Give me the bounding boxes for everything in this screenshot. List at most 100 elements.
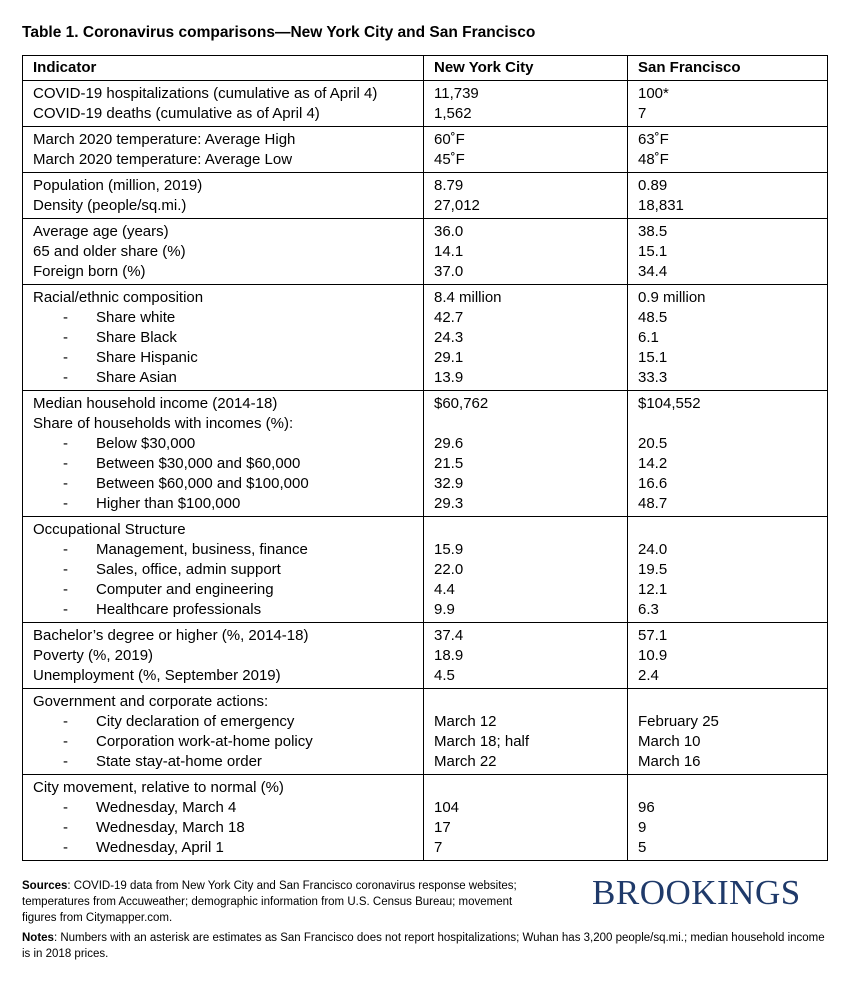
cell-line: - Wednesday, April 1: [33, 838, 413, 858]
cell-line: COVID-19 deaths (cumulative as of April …: [33, 104, 413, 124]
cell-value: 15.1: [638, 349, 668, 366]
cell-value: 7: [434, 839, 443, 856]
cell-line: 100*: [638, 84, 817, 104]
cell-line: 24.3: [434, 328, 617, 348]
cell-value: 29.6: [434, 435, 464, 452]
cell-line: 29.3: [434, 494, 617, 514]
cell-value: 36.0: [434, 223, 464, 240]
cell-line: Foreign born (%): [33, 262, 413, 282]
cell-value: 16.6: [638, 475, 668, 492]
indicator-label: Density (people/sq.mi.): [33, 197, 187, 214]
cell-line: Poverty (%, 2019): [33, 646, 413, 666]
indicator-label: Government and corporate actions:: [33, 693, 269, 710]
cell-line: 63˚F: [638, 130, 817, 150]
cell: 8.4 million 42.7 24.3 29.1 13.9: [423, 284, 628, 391]
cell-value: 21.5: [434, 455, 464, 472]
cell-line: 33.3: [638, 368, 817, 388]
bullet-dash: -: [63, 329, 68, 346]
cell-value: 12.1: [638, 581, 668, 598]
cell-value: 33.3: [638, 369, 668, 386]
bullet-dash: -: [63, 309, 68, 326]
cell-value: $104,552: [638, 395, 701, 412]
indicator-label: COVID-19 hospitalizations (cumulative as…: [33, 85, 378, 102]
cell-value: 38.5: [638, 223, 668, 240]
indicator-label: Below $30,000: [96, 435, 196, 452]
cell: $60,762 29.6 21.5 32.9 29.3: [423, 390, 628, 517]
indicator-label: Share Hispanic: [96, 349, 198, 366]
column-header: New York City: [423, 55, 628, 81]
cell-value: 15.9: [434, 541, 464, 558]
cell-value: 29.1: [434, 349, 464, 366]
cell-line: 8.4 million: [434, 288, 617, 308]
footer: Sources: COVID-19 data from New York Cit…: [22, 878, 828, 962]
cell-line: 48.7: [638, 494, 817, 514]
indicator-label: Median household income (2014-18): [33, 395, 278, 412]
cell-line: 9: [638, 818, 817, 838]
cell-value: 6.1: [638, 329, 659, 346]
cell-line: - Below $30,000: [33, 434, 413, 454]
cell-line: 48.5: [638, 308, 817, 328]
cell-line: - Wednesday, March 4: [33, 798, 413, 818]
cell-line: March 16: [638, 752, 817, 772]
bullet-dash: -: [63, 839, 68, 856]
cell-value: March 10: [638, 733, 701, 750]
cell-line: 2.4: [638, 666, 817, 686]
indicator-label: Racial/ethnic composition: [33, 289, 204, 306]
cell-line: 18.9: [434, 646, 617, 666]
bullet-dash: -: [63, 799, 68, 816]
cell-line: 38.5: [638, 222, 817, 242]
cell-value: 17: [434, 819, 451, 836]
cell-line: March 10: [638, 732, 817, 752]
cell-line: 34.4: [638, 262, 817, 282]
bullet-dash: -: [63, 819, 68, 836]
cell-line: 104: [434, 798, 617, 818]
indicator-label: 65 and older share (%): [33, 243, 186, 260]
cell-line: Median household income (2014-18): [33, 394, 413, 414]
notes-label: Notes: [22, 932, 54, 944]
indicator-label: March 2020 temperature: Average Low: [33, 151, 293, 168]
cell: March 12 March 18; half March 22: [423, 688, 628, 775]
cell-value: 15.1: [638, 243, 668, 260]
cell-line: 37.0: [434, 262, 617, 282]
cell-line: COVID-19 hospitalizations (cumulative as…: [33, 84, 413, 104]
cell-line: - Share white: [33, 308, 413, 328]
row-group: Racial/ethnic composition - Share white - Sh…: [22, 284, 828, 391]
cell-line: 4.5: [434, 666, 617, 686]
cell: 100* 7: [627, 80, 828, 127]
cell-value: 0.9 million: [638, 289, 706, 306]
cell-value: 37.4: [434, 627, 464, 644]
cell-line: 21.5: [434, 454, 617, 474]
bullet-dash: -: [63, 753, 68, 770]
cell-line: [434, 520, 617, 540]
cell: 57.1 10.9 2.4: [627, 622, 828, 689]
cell-line: - Higher than $100,000: [33, 494, 413, 514]
cell-line: 5: [638, 838, 817, 858]
cell-value: 63˚F: [638, 131, 669, 148]
row-group: Average age (years) 65 and older share (%…: [22, 218, 828, 285]
cell: $104,552 20.5 14.2 16.6 48.7: [627, 390, 828, 517]
cell-line: 18,831: [638, 196, 817, 216]
cell: 24.0 19.5 12.1 6.3: [627, 516, 828, 623]
cell-line: Unemployment (%, September 2019): [33, 666, 413, 686]
cell-line: 7: [434, 838, 617, 858]
cell-line: March 22: [434, 752, 617, 772]
cell-line: City movement, relative to normal (%): [33, 778, 413, 798]
column-header: San Francisco: [627, 55, 828, 81]
cell-line: 6.1: [638, 328, 817, 348]
cell-line: February 25: [638, 712, 817, 732]
row-group: COVID-19 hospitalizations (cumulative as…: [22, 80, 828, 127]
cell-value: 45˚F: [434, 151, 465, 168]
cell-line: 65 and older share (%): [33, 242, 413, 262]
bullet-dash: -: [63, 349, 68, 366]
bullet-dash: -: [63, 733, 68, 750]
cell: 36.0 14.1 37.0: [423, 218, 628, 285]
cell-line: [434, 778, 617, 798]
cell-value: 27,012: [434, 197, 480, 214]
cell: 37.4 18.9 4.5: [423, 622, 628, 689]
bullet-dash: -: [63, 601, 68, 618]
cell: Bachelor’s degree or higher (%, 2014-18)…: [22, 622, 424, 689]
cell-line: 22.0: [434, 560, 617, 580]
cell-value: 1,562: [434, 105, 472, 122]
cell-value: 5: [638, 839, 647, 856]
cell: Average age (years) 65 and older share (%…: [22, 218, 424, 285]
